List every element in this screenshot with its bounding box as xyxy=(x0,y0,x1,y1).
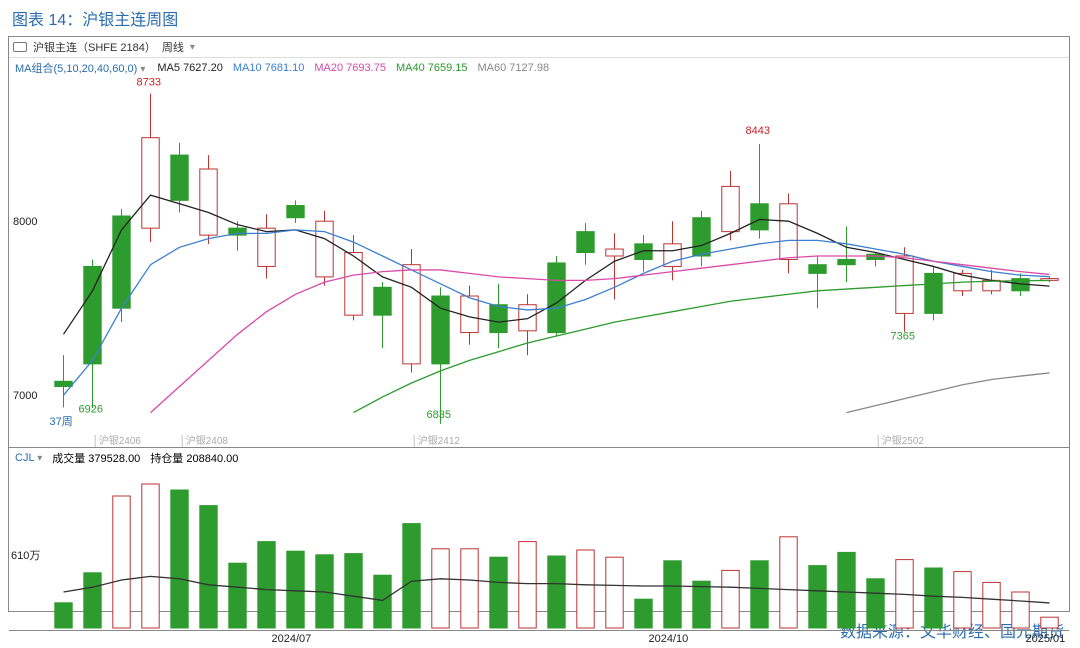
ma-legend: MA组合(5,10,20,40,60,0) ▾ MA5 7627.20 MA10 … xyxy=(9,58,1069,78)
symbol-text: 沪银主连（SHFE 2184） xyxy=(33,39,156,55)
svg-text:6835: 6835 xyxy=(427,409,451,421)
chevron-down-icon[interactable]: ▾ xyxy=(190,42,195,53)
svg-text:│沪银2502: │沪银2502 xyxy=(876,434,925,448)
volume-value: 成交量 379528.00 xyxy=(52,450,140,466)
svg-text:6926: 6926 xyxy=(79,404,103,416)
ma-legend-item: MA60 7127.98 xyxy=(478,62,550,74)
svg-text:│沪银2408: │沪银2408 xyxy=(180,434,229,448)
volume-chart-area[interactable]: 610万 xyxy=(9,468,1069,630)
period-text[interactable]: 周线 xyxy=(162,39,184,55)
ma-legend-item: MA5 7627.20 xyxy=(157,62,222,74)
ma-legend-item: MA40 7659.15 xyxy=(396,62,468,74)
symbol-header: 沪银主连（SHFE 2184） 周线 ▾ xyxy=(9,37,1069,58)
svg-text:7000: 7000 xyxy=(13,390,37,402)
xaxis-tick: 2024/10 xyxy=(649,633,689,645)
ma-legend-item: MA20 7693.75 xyxy=(314,62,386,74)
svg-text:7365: 7365 xyxy=(891,331,915,343)
volume-legend: CJL ▾ 成交量 379528.00 持仓量 208840.00 xyxy=(9,448,1069,468)
svg-text:610万: 610万 xyxy=(11,550,40,562)
cjl-label[interactable]: CJL ▾ xyxy=(15,452,42,464)
chart-panel: 沪银主连（SHFE 2184） 周线 ▾ MA组合(5,10,20,40,60,… xyxy=(8,36,1070,612)
link-icon xyxy=(13,42,27,52)
ma-legend-item: MA10 7681.10 xyxy=(233,62,305,74)
price-chart-area[interactable]: 7000 8000 8733 6926 6835 8443 7365 37周 │沪银2406 │沪… xyxy=(9,78,1069,448)
svg-text:8733: 8733 xyxy=(137,78,161,88)
svg-text:│沪银2412: │沪银2412 xyxy=(412,434,461,448)
chart-title: 图表 14：沪银主连周图 xyxy=(8,4,1072,36)
svg-text:8000: 8000 xyxy=(13,216,37,228)
svg-text:8443: 8443 xyxy=(746,125,770,137)
svg-text:37周: 37周 xyxy=(50,415,73,428)
xaxis-tick: 2024/07 xyxy=(272,633,312,645)
oi-value: 持仓量 208840.00 xyxy=(150,450,238,466)
svg-text:│沪银2406: │沪银2406 xyxy=(93,434,142,448)
ma-group[interactable]: MA组合(5,10,20,40,60,0) ▾ xyxy=(15,60,145,76)
x-axis: 2024/07 2024/10 2025/01 xyxy=(9,630,1069,648)
xaxis-tick: 2025/01 xyxy=(1026,633,1066,645)
